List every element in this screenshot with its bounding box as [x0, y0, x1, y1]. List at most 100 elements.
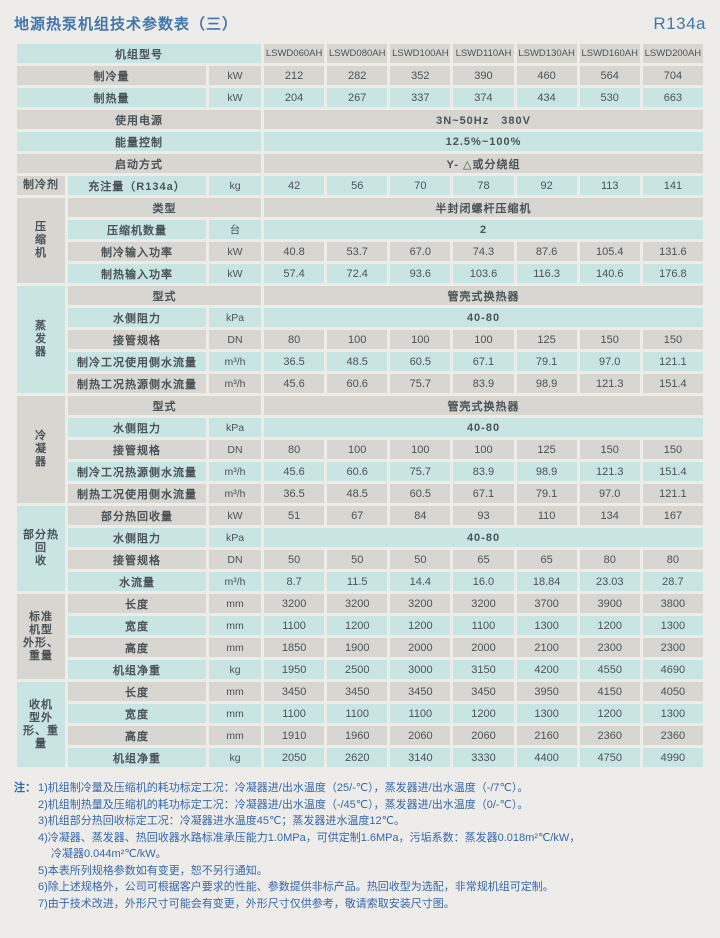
- value-cell: 65: [453, 550, 514, 569]
- unit-cell: m³/h: [209, 374, 262, 393]
- value-cell: 18.84: [516, 572, 577, 591]
- note-line: 5)本表所列规格参数如有变更，恕不另行通知。: [38, 864, 268, 877]
- value-cell: 2360: [642, 726, 703, 745]
- value-cell: 352: [390, 66, 451, 85]
- value-cell: 3450: [390, 682, 451, 701]
- value-cell: 51: [264, 506, 325, 525]
- unit-cell: kW: [209, 242, 262, 261]
- row-label: 机组型号: [17, 44, 262, 63]
- value-cell: 97.0: [579, 352, 640, 371]
- row-label: 充注量（R134a）: [68, 176, 206, 195]
- row-label: 宽度: [68, 704, 206, 723]
- merged-value-cell: 12.5%~100%: [264, 132, 703, 151]
- unit-cell: mm: [209, 594, 262, 613]
- table-row: 制冷剂 充注量（R134a） kg 42 56 70 78 92 113 141: [17, 176, 703, 195]
- unit-cell: m³/h: [209, 484, 262, 503]
- value-cell: 92: [516, 176, 577, 195]
- unit-cell: m³/h: [209, 462, 262, 481]
- table-row: 机组型号 LSWD060AH LSWD080AH LSWD100AH LSWD110AH…: [17, 44, 703, 63]
- row-label: 制冷量: [17, 66, 206, 85]
- merged-value-cell: 3N~50Hz 380V: [264, 110, 703, 129]
- value-cell: 151.4: [642, 374, 703, 393]
- value-cell: 3950: [516, 682, 577, 701]
- value-cell: 67.0: [390, 242, 451, 261]
- value-cell: 28.7: [642, 572, 703, 591]
- value-cell: 93: [453, 506, 514, 525]
- value-cell: 1910: [264, 726, 325, 745]
- value-cell: 16.0: [453, 572, 514, 591]
- refrigerant-label: R134a: [653, 14, 706, 33]
- value-cell: 390: [453, 66, 514, 85]
- unit-cell: mm: [209, 704, 262, 723]
- unit-cell: kPa: [209, 308, 262, 327]
- value-cell: 150: [642, 330, 703, 349]
- row-label: 长度: [68, 682, 206, 701]
- model-cell: LSWD130AH: [516, 44, 577, 63]
- title-bar: 地源热泵机组技术参数表（三） R134a: [0, 0, 720, 34]
- value-cell: 83.9: [453, 462, 514, 481]
- value-cell: 113: [579, 176, 640, 195]
- model-cell: LSWD160AH: [579, 44, 640, 63]
- value-cell: 3200: [453, 594, 514, 613]
- table-row: 能量控制 12.5%~100%: [17, 132, 703, 151]
- table-row: 水侧阻力 kPa 40-80: [17, 308, 703, 327]
- table-row: 宽度 mm 1100 1100 1100 1200 1300 1200 1300: [17, 704, 703, 723]
- value-cell: 36.5: [264, 352, 325, 371]
- value-cell: 80: [264, 330, 325, 349]
- model-cell: LSWD100AH: [390, 44, 451, 63]
- note-line: 冷凝器0.044m²℃/kW。: [51, 848, 167, 860]
- value-cell: 56: [327, 176, 388, 195]
- table-row: 部分热回 收部分热回收量 kW 51 67 84 93 110 134 167: [17, 506, 703, 591]
- value-cell: 150: [579, 330, 640, 349]
- unit-cell: 台: [209, 220, 262, 239]
- note-line: 7)由于技术改进，外形尺寸可能会有变更，外形尺寸仅供参考，敬请索取安装尺寸图。: [38, 897, 455, 910]
- value-cell: 75.7: [390, 374, 451, 393]
- value-cell: 23.03: [579, 572, 640, 591]
- row-label: 接管规格: [68, 550, 206, 569]
- row-label: 制热量: [17, 88, 206, 107]
- value-cell: 4750: [579, 748, 640, 767]
- value-cell: 1100: [327, 704, 388, 723]
- value-cell: 3200: [327, 594, 388, 613]
- value-cell: 204: [264, 88, 325, 107]
- group-label: 冷 凝 器: [17, 396, 65, 503]
- value-cell: 48.5: [327, 484, 388, 503]
- value-cell: 67.1: [453, 352, 514, 371]
- value-cell: 87.6: [516, 242, 577, 261]
- row-label: 水侧阻力: [68, 528, 206, 547]
- table-row: 制热量 kW 204 267 337 374 434 530 663: [17, 88, 703, 107]
- table-row: 收机 型外 形、重 量长度 mm 3450 3450 3450 3450 3950 4150 4…: [17, 682, 703, 767]
- merged-value-cell: 40-80: [264, 308, 703, 327]
- value-cell: 1200: [390, 616, 451, 635]
- value-cell: 4050: [642, 682, 703, 701]
- value-cell: 98.9: [516, 374, 577, 393]
- row-label: 制冷工况使用侧水流量: [68, 352, 206, 371]
- merged-value-cell: 40-80: [264, 418, 703, 437]
- note-line: 2)机组制热量及压缩机的耗功标定工况：冷凝器进/出水温度（-/45℃），蒸发器进…: [38, 798, 529, 811]
- value-cell: 3150: [453, 660, 514, 679]
- unit-cell: kg: [209, 660, 262, 679]
- value-cell: 79.1: [516, 352, 577, 371]
- value-cell: 75.7: [390, 462, 451, 481]
- value-cell: 151.4: [642, 462, 703, 481]
- value-cell: 1300: [516, 704, 577, 723]
- value-cell: 282: [327, 66, 388, 85]
- value-cell: 2000: [453, 638, 514, 657]
- value-cell: 100: [453, 330, 514, 349]
- spec-table: 机组型号 LSWD060AH LSWD080AH LSWD100AH LSWD110AH…: [14, 41, 706, 770]
- value-cell: 2000: [390, 638, 451, 657]
- value-cell: 2050: [264, 748, 325, 767]
- table-row: 宽度 mm 1100 1200 1200 1100 1300 1200 1300: [17, 616, 703, 635]
- value-cell: 60.5: [390, 352, 451, 371]
- row-label: 部分热回收量: [68, 506, 206, 525]
- table-row: 制冷工况使用侧水流量 m³/h 36.5 48.5 60.5 67.1 79.1 97.0 12…: [17, 352, 703, 371]
- value-cell: 57.4: [264, 264, 325, 283]
- value-cell: 1200: [327, 616, 388, 635]
- table-row: 高度 mm 1850 1900 2000 2000 2100 2300 2300: [17, 638, 703, 657]
- value-cell: 2360: [579, 726, 640, 745]
- note-line: 4)冷凝器、蒸发器、热回收器水路标准承压能力1.0MPa，可供定制1.6MPa，…: [38, 831, 581, 844]
- row-label: 压缩机数量: [68, 220, 206, 239]
- value-cell: 564: [579, 66, 640, 85]
- table-row: 压 缩 机类型 半封闭螺杆压缩机: [17, 198, 703, 283]
